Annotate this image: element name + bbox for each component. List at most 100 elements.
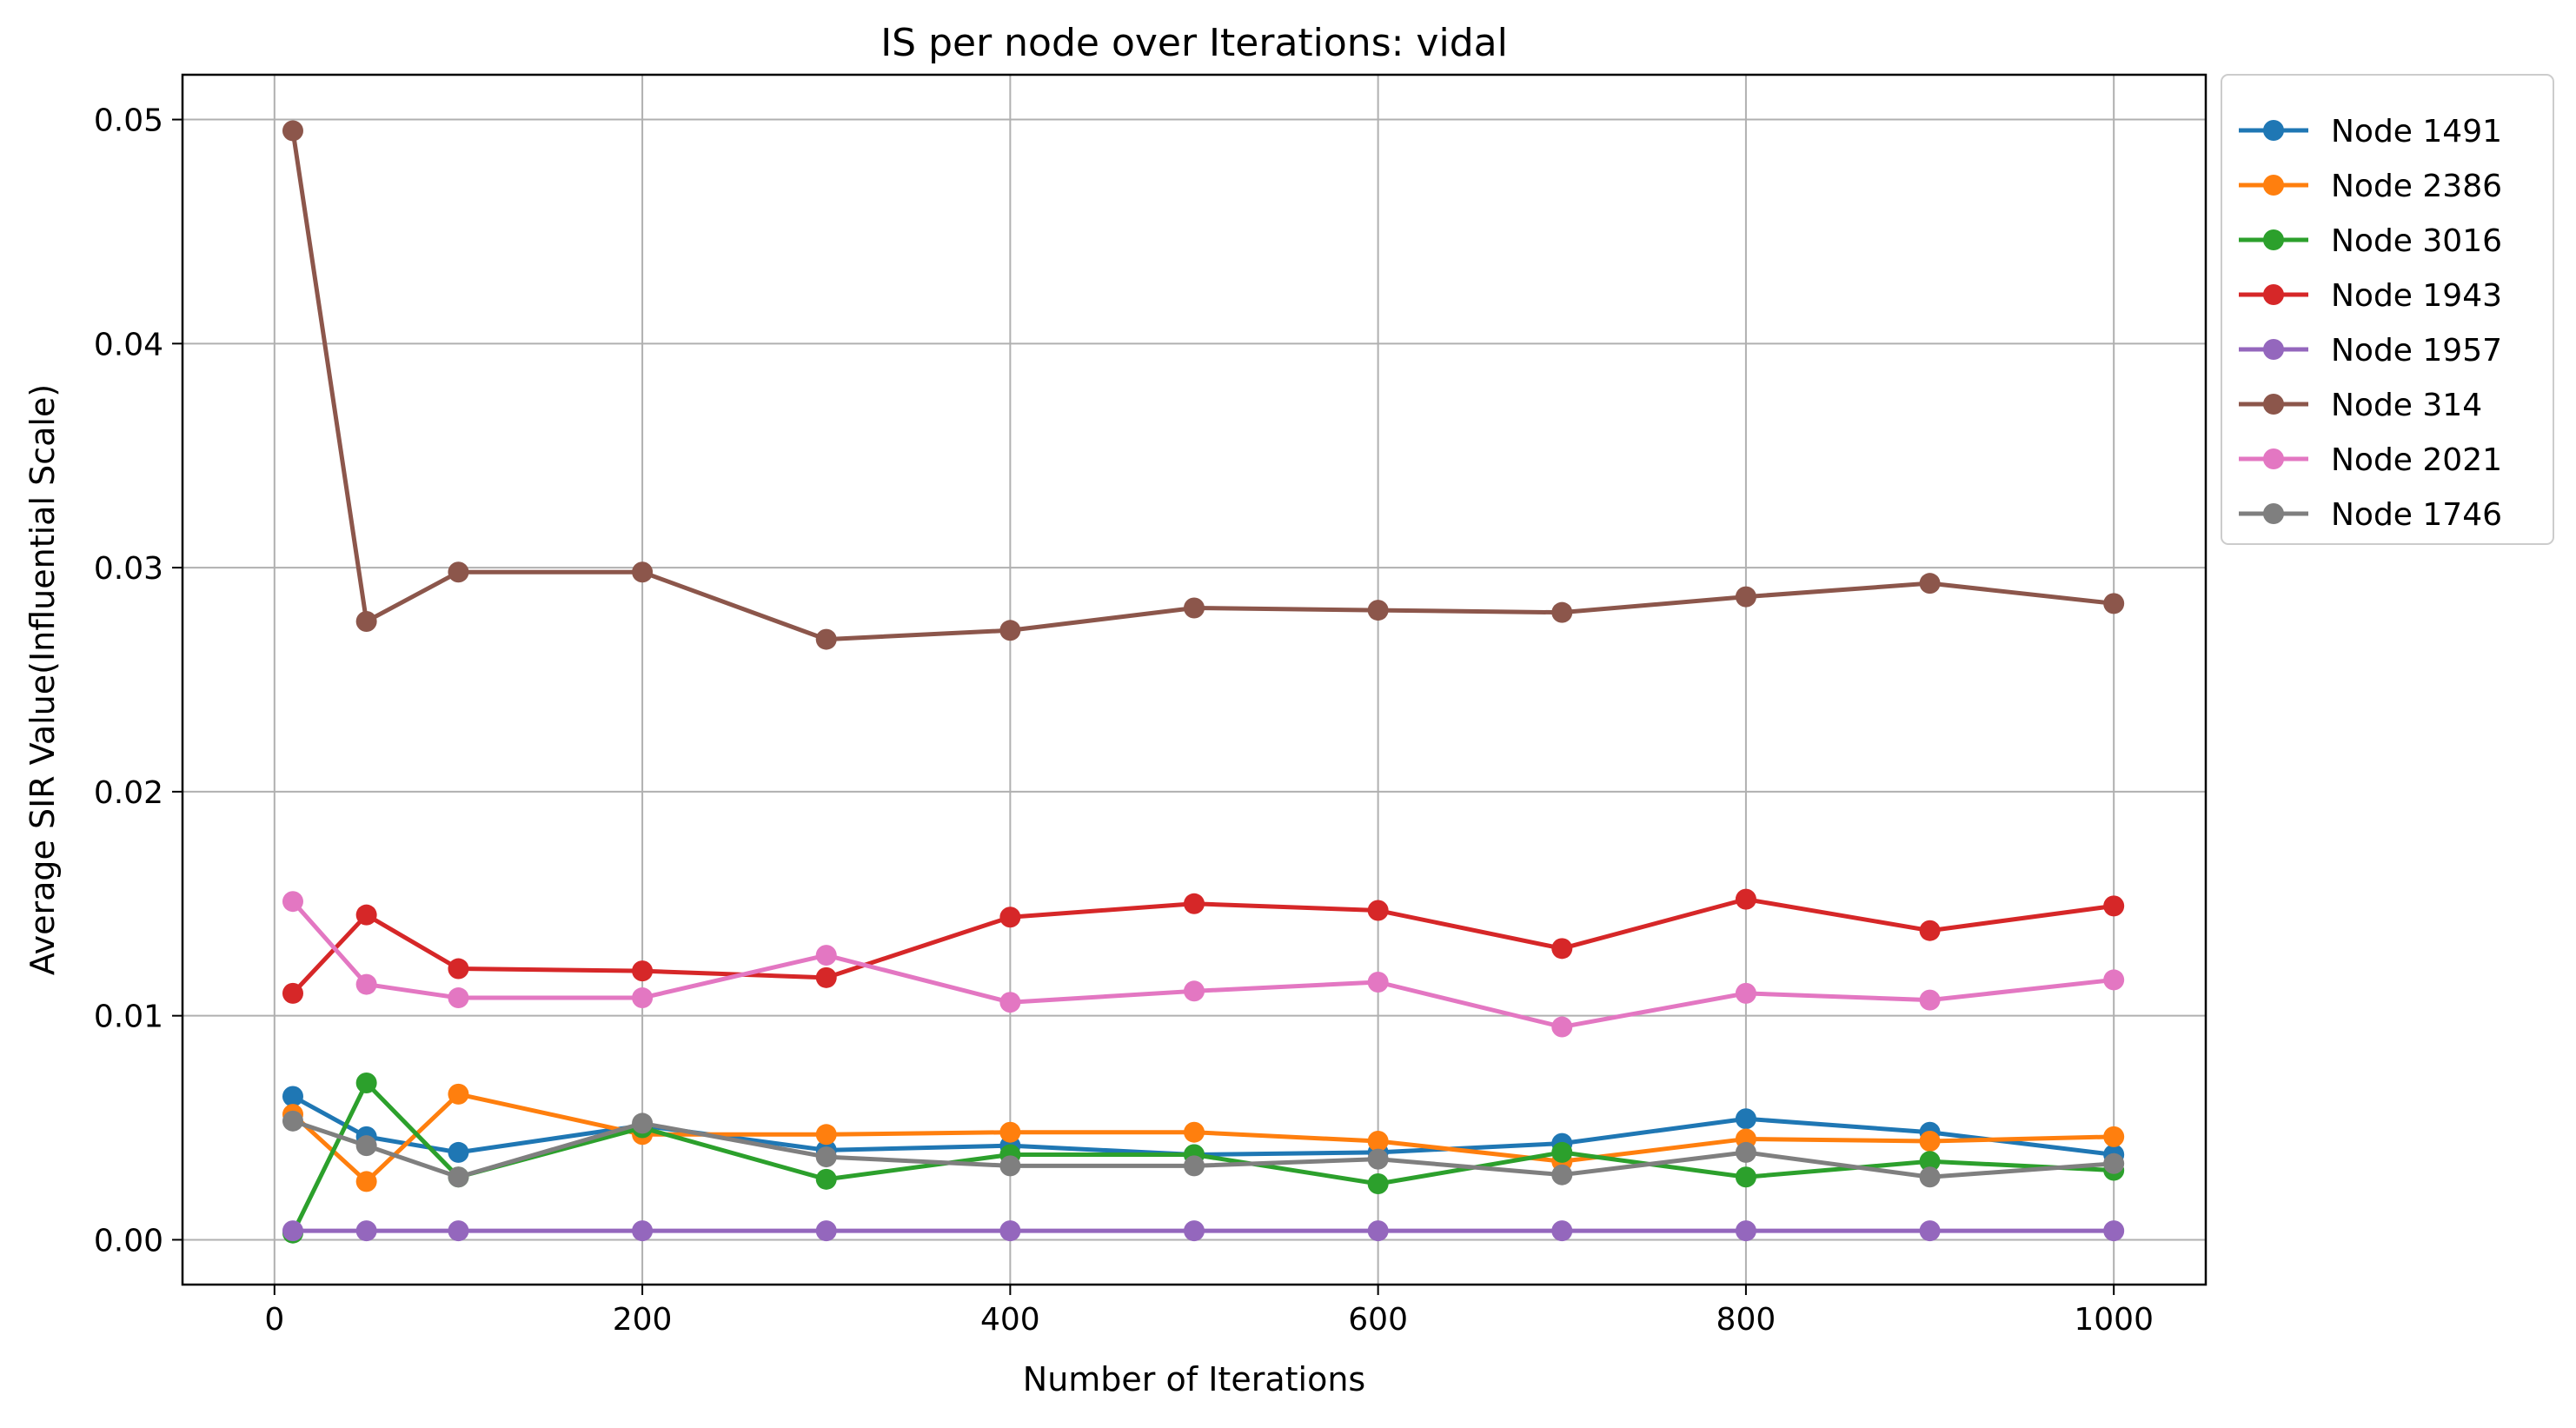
data-point (1367, 1220, 1389, 1242)
data-point (1551, 1164, 1573, 1186)
x-tick-label: 1000 (2074, 1302, 2154, 1338)
data-point (448, 561, 469, 583)
data-point (448, 1141, 469, 1163)
data-point (1551, 1141, 1573, 1163)
legend-label: Node 1746 (2331, 497, 2502, 533)
data-point (999, 620, 1021, 641)
y-tick-label: 0.00 (94, 1223, 163, 1259)
data-point (355, 904, 377, 926)
legend-label: Node 1943 (2331, 278, 2502, 314)
x-tick-label: 0 (264, 1302, 284, 1338)
data-point (282, 1086, 303, 1107)
data-point (1735, 586, 1756, 608)
data-point (1919, 1166, 1941, 1188)
data-point (2103, 1220, 2125, 1242)
data-point (815, 945, 837, 966)
data-point (632, 1220, 654, 1242)
data-point (282, 1220, 303, 1242)
x-axis-label: Number of Iterations (1023, 1360, 1365, 1398)
y-tick-label: 0.02 (94, 775, 163, 811)
series-line (291, 897, 2115, 995)
data-point (632, 987, 654, 1009)
data-point (1735, 1220, 1756, 1242)
x-tick-label: 400 (980, 1302, 1040, 1338)
legend-label: Node 2021 (2331, 442, 2502, 478)
data-point (448, 958, 469, 980)
data-point (1184, 1155, 1205, 1177)
data-point (1919, 1151, 1941, 1172)
legend-item: Node 314 (2239, 388, 2482, 423)
data-point (1367, 972, 1389, 993)
data-point (1735, 1108, 1756, 1130)
data-point (999, 1155, 1021, 1177)
data-point (1184, 980, 1205, 1002)
legend-item: Node 2386 (2239, 169, 2502, 204)
legend-marker (2263, 339, 2284, 360)
legend-label: Node 1491 (2331, 114, 2502, 149)
data-point (1551, 938, 1573, 960)
legend-item: Node 3016 (2239, 223, 2502, 259)
data-point (2103, 895, 2125, 917)
series-node-314 (282, 120, 2125, 650)
data-point (1367, 1173, 1389, 1194)
data-point (2103, 593, 2125, 614)
data-point (2103, 1126, 2125, 1147)
legend-label: Node 3016 (2331, 223, 2502, 259)
data-point (1735, 888, 1756, 910)
data-point (1367, 900, 1389, 921)
series-node-1943 (282, 888, 2125, 1004)
data-point (355, 1135, 377, 1157)
data-point (2103, 969, 2125, 991)
y-axis-label: Average SIR Value(Influential Scale) (23, 384, 62, 975)
data-point (448, 1220, 469, 1242)
data-point (355, 1073, 377, 1093)
data-point (282, 982, 303, 1004)
legend-marker (2263, 120, 2284, 141)
legend-item: Node 1957 (2239, 333, 2502, 369)
data-point (632, 960, 654, 982)
x-tick-label: 600 (1348, 1302, 1408, 1338)
data-point (1551, 1220, 1573, 1242)
legend-label: Node 2386 (2331, 169, 2502, 204)
data-point (815, 1168, 837, 1190)
y-tick-label: 0.01 (94, 1000, 163, 1035)
data-point (999, 907, 1021, 928)
data-point (1735, 1141, 1756, 1163)
series-line (291, 1094, 2115, 1157)
legend-marker (2263, 394, 2284, 415)
chart-title: IS per node over Iterations: vidal (880, 21, 1508, 65)
data-point (1919, 1131, 1941, 1152)
data-point (1367, 1131, 1389, 1152)
data-point (1919, 1220, 1941, 1242)
data-point (355, 973, 377, 995)
data-point (1919, 989, 1941, 1011)
data-point (1919, 573, 1941, 594)
data-point (999, 1121, 1021, 1143)
legend-label: Node 1957 (2331, 333, 2502, 369)
data-point (355, 1171, 377, 1192)
grid-lines (183, 75, 2206, 1285)
legend-marker (2263, 448, 2284, 469)
data-point (1367, 600, 1389, 621)
data-point (282, 891, 303, 913)
legend: Node 1491 Node 2386 Node 3016 Node 1943 Node… (2221, 74, 2554, 545)
series-line (291, 900, 2115, 1030)
data-point (1184, 597, 1205, 619)
data-point (1184, 1220, 1205, 1242)
data-point (355, 1220, 377, 1242)
series-node-2021 (282, 891, 2125, 1038)
data-point (1184, 893, 1205, 914)
data-point (999, 1220, 1021, 1242)
y-tick-label: 0.05 (94, 103, 163, 139)
data-point (815, 966, 837, 988)
data-point (1184, 1121, 1205, 1143)
series-lines (282, 120, 2125, 1244)
data-point (1551, 1016, 1573, 1038)
data-point (1551, 601, 1573, 623)
data-point (815, 628, 837, 650)
data-point (632, 1113, 654, 1134)
legend-label: Node 314 (2331, 388, 2482, 423)
